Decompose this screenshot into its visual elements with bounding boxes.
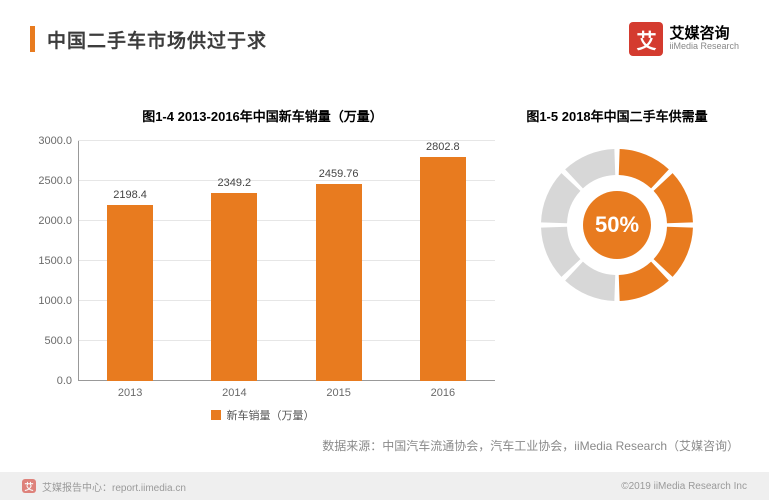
bar-rect (211, 193, 257, 381)
donut-segment-inactive (541, 173, 580, 223)
brand-logo-glyph: 艾 (636, 25, 656, 54)
footer-logo-icon: 艾 (22, 479, 36, 493)
source-prefix: 数据来源： (322, 439, 382, 453)
ytick-label: 1500.0 (30, 255, 72, 267)
ytick-label: 2000.0 (30, 215, 72, 227)
ytick-label: 500.0 (30, 335, 72, 347)
ytick-label: 0.0 (30, 375, 72, 387)
brand-name-en: iiMedia Research (669, 42, 739, 52)
bars-group: 2198.4 2349.2 2459.76 2802.8 (78, 141, 495, 381)
footer: 艾 艾媒报告中心：report.iimedia.cn ©2019 iiMedia… (0, 472, 769, 500)
footer-right-text: ©2019 iiMedia Research Inc (621, 481, 747, 492)
source-text: 中国汽车流通协会，汽车工业协会，iiMedia Research（艾媒咨询） (382, 439, 739, 453)
bar-value-label: 2459.76 (319, 168, 359, 180)
data-source: 数据来源：中国汽车流通协会，汽车工业协会，iiMedia Research（艾媒… (322, 437, 739, 454)
donut-segment-active (619, 262, 669, 301)
bar-rect (107, 205, 153, 381)
donut-segment-inactive (565, 262, 615, 301)
bar-column: 2198.4 (80, 141, 180, 381)
donut: 50% (537, 145, 697, 305)
xtick-label: 2016 (393, 387, 493, 399)
brand-name-cn: 艾媒咨询 (669, 26, 739, 43)
charts-row: 图1-4 2013-2016年中国新车销量（万量） 0.0 500.0 1000.0… (0, 56, 769, 423)
donut-segment-active (619, 149, 669, 188)
donut-segment-active (654, 173, 693, 223)
header: 中国二手车市场供过于求 艾 艾媒咨询 iiMedia Research (0, 0, 769, 56)
page-root: 中国二手车市场供过于求 艾 艾媒咨询 iiMedia Research 图1-4… (0, 0, 769, 500)
bar-column: 2459.76 (289, 141, 389, 381)
bar-column: 2349.2 (184, 141, 284, 381)
footer-left: 艾 艾媒报告中心：report.iimedia.cn (22, 479, 186, 494)
brand-logo-mark: 艾 (629, 22, 663, 56)
ytick-label: 2500.0 (30, 175, 72, 187)
donut-wrap: 50% (495, 145, 739, 305)
bar-chart-legend: 新车销量（万量） (30, 407, 495, 423)
ytick-label: 1000.0 (30, 295, 72, 307)
bar-chart-xaxis: 2013 2014 2015 2016 (30, 387, 495, 399)
bar-chart-title: 图1-4 2013-2016年中国新车销量（万量） (30, 106, 495, 125)
donut-segment-inactive (541, 227, 580, 277)
bar-value-label: 2198.4 (113, 189, 147, 201)
brand-logo-text: 艾媒咨询 iiMedia Research (669, 26, 739, 52)
brand-logo: 艾 艾媒咨询 iiMedia Research (629, 22, 739, 56)
page-title: 中国二手车市场供过于求 (47, 26, 267, 53)
title-accent-bar (30, 26, 35, 52)
donut-center-label: 50% (583, 191, 651, 259)
bar-value-label: 2349.2 (218, 177, 252, 189)
bar-chart: 图1-4 2013-2016年中国新车销量（万量） 0.0 500.0 1000.0… (30, 106, 495, 423)
donut-segment-active (654, 227, 693, 277)
legend-label: 新车销量（万量） (227, 407, 315, 423)
legend-swatch (211, 410, 221, 420)
bar-rect (420, 157, 466, 381)
donut-chart-title: 图1-5 2018年中国二手车供需量 (495, 106, 739, 125)
bar-rect (316, 184, 362, 381)
bar-chart-plot: 0.0500.01000.01500.02000.02500.03000.021… (30, 141, 495, 381)
donut-segment-inactive (565, 149, 615, 188)
ytick-label: 3000.0 (30, 135, 72, 147)
title-wrap: 中国二手车市场供过于求 (30, 26, 267, 53)
xtick-label: 2013 (80, 387, 180, 399)
xtick-label: 2015 (289, 387, 389, 399)
bar-value-label: 2802.8 (426, 141, 460, 153)
donut-chart: 图1-5 2018年中国二手车供需量 50% (495, 106, 739, 423)
xtick-label: 2014 (184, 387, 284, 399)
bar-column: 2802.8 (393, 141, 493, 381)
footer-left-text: 艾媒报告中心：report.iimedia.cn (42, 479, 186, 494)
